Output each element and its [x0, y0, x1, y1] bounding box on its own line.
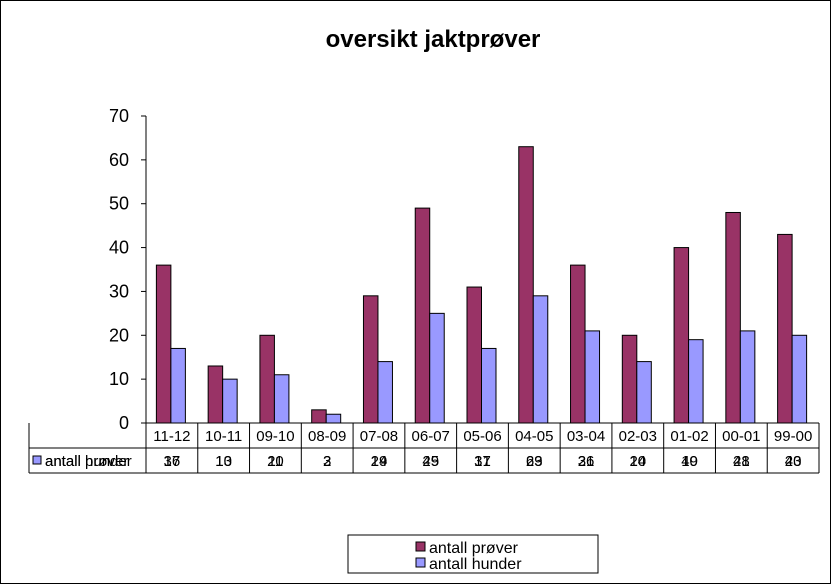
table-cell-value: 2 [323, 453, 331, 470]
bar-antall-hunder-99-00 [791, 334, 808, 424]
x-category-label: 06-07 [412, 428, 450, 445]
table-cell-value: 29 [526, 453, 543, 470]
x-category-label: 04-05 [515, 428, 553, 445]
table-cell-value: 36 [578, 453, 595, 470]
y-tick-label: 50 [109, 194, 129, 214]
bar-antall-prover-11-12 [155, 264, 172, 424]
bar-antall-hunder-06-07 [429, 312, 445, 424]
legend-label-antall-hunder: antall hunder [429, 556, 522, 573]
table-cell-value: 49 [422, 453, 439, 470]
bar-antall-hunder-10-11 [222, 378, 238, 424]
x-category-label: 05-06 [463, 428, 501, 445]
y-tick-label: 70 [109, 106, 129, 126]
table-cell-value: 14 [629, 453, 646, 470]
table-cell-value: 3 [323, 453, 331, 470]
x-category-label: 09-10 [256, 428, 294, 445]
legend-box [347, 534, 599, 574]
legend-key-antall-prover [415, 541, 426, 552]
table-cell-value: 20 [629, 453, 646, 470]
bar-antall-prover-05-06 [466, 286, 482, 424]
plot-area: 0 10 20 30 40 50 60 70 [109, 106, 808, 433]
table-cell-value: 43 [785, 453, 802, 470]
table-cell-value: 40 [681, 453, 698, 470]
row-label-antall-hunder: antall hunder [45, 453, 132, 470]
table-cell-value: 10 [215, 453, 232, 470]
bar-antall-prover-04-05 [518, 146, 534, 424]
y-tick-label: 20 [109, 325, 129, 345]
bar-antall-prover-02-03 [621, 334, 638, 424]
table-cell-value: 29 [371, 453, 388, 470]
y-tick-label: 10 [109, 369, 129, 389]
table-cell-value: 21 [733, 453, 750, 470]
bar-antall-prover-01-02 [673, 247, 690, 424]
y-tick-label: 30 [109, 281, 129, 301]
chart-title: oversikt jaktprøver [326, 26, 541, 53]
x-category-label: 08-09 [308, 428, 346, 445]
y-tick-label: 60 [109, 150, 129, 170]
x-category-label: 00-01 [722, 428, 760, 445]
bar-antall-prover-99-00 [777, 233, 793, 424]
row-legend-key [32, 455, 42, 465]
bar-antall-hunder-01-02 [688, 339, 704, 424]
bar-antall-prover-03-04 [570, 264, 586, 424]
table-cell-value: 11 [268, 453, 284, 470]
bar-antall-hunder-11-12 [170, 347, 186, 424]
bar-antall-hunder-05-06 [481, 347, 497, 424]
bar-antall-hunder-02-03 [636, 361, 652, 424]
table-cell-value: 20 [785, 453, 802, 470]
table-cell-value: 19 [681, 453, 698, 470]
row-label-antall-prover: antall prøver [45, 453, 128, 470]
legend-label-antall-prover: antall prøver [429, 540, 519, 557]
x-category-label: 10-11 [205, 428, 242, 445]
data-table: 11-12 10-11 09-10 08-09 07-08 06-07 05-06 04-05… [28, 422, 820, 474]
table-cell-value: 21 [578, 453, 595, 470]
bar-antall-prover-00-01 [725, 211, 741, 424]
x-category-label: 07-08 [360, 428, 398, 445]
table-cell-value: 48 [733, 453, 750, 470]
bar-antall-prover-10-11 [207, 365, 224, 424]
x-category-label: 02-03 [619, 428, 657, 445]
table-cell-value: 25 [422, 453, 439, 470]
table-cell-value: 17 [164, 453, 181, 470]
table-cell-value: 13 [215, 453, 232, 470]
bar-antall-hunder-08-09 [325, 413, 342, 424]
bar-antall-prover-09-10 [259, 334, 275, 424]
x-category-label: 11-12 [153, 428, 190, 445]
table-cell-value: 63 [526, 453, 543, 470]
y-tick-label: 40 [109, 238, 129, 258]
x-category-label: 99-00 [774, 428, 812, 445]
x-category-label: 01-02 [670, 428, 708, 445]
bar-antall-prover-08-09 [311, 409, 327, 424]
table-cell-value: 36 [164, 453, 181, 470]
bar-antall-hunder-00-01 [739, 330, 756, 424]
bar-antall-prover-06-07 [414, 207, 431, 424]
bar-antall-hunder-04-05 [532, 295, 549, 424]
bar-antall-hunder-07-08 [377, 361, 393, 424]
bar-antall-hunder-03-04 [584, 330, 601, 424]
y-tick-label: 0 [119, 413, 129, 433]
table-cell-value: 14 [371, 453, 388, 470]
table-cell-value: 31 [474, 453, 491, 470]
table-cell-value: 17 [474, 453, 491, 470]
bar-antall-hunder-09-10 [273, 374, 290, 424]
legend-key-antall-hunder [415, 557, 426, 568]
x-category-label: 03-04 [567, 428, 605, 445]
table-cell-value: 20 [267, 453, 284, 470]
bar-antall-prover-07-08 [362, 295, 379, 424]
